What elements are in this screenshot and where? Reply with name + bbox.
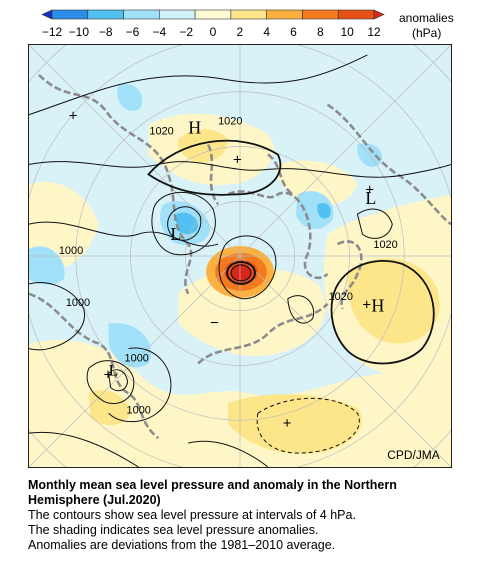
contour-label: 1020 [218,116,242,128]
plus-marker: + [69,108,78,125]
high-pressure-label: H [371,296,384,316]
plus-marker: + [233,151,242,168]
caption-title-line1: Monthly mean sea level pressure and anom… [28,478,397,492]
colorbar-tick-label: 0 [210,25,217,39]
caption-line2: The shading indicates sea level pressure… [28,523,319,537]
colorbar-tick-label: −6 [126,25,140,39]
low-pressure-label: L [170,224,181,244]
colorbar-tick-labels: −12 −10 −8 −6 −4 −2 0 2 4 6 8 10 12 [42,25,381,39]
plus-marker: + [362,297,371,314]
colorbar-tick-label: −10 [69,25,90,39]
colorbar-tick-label: 6 [290,25,297,39]
contour-label: 1020 [149,126,173,138]
colorbar-unit: (hPa) [412,26,441,40]
colorbar-tick-label: −12 [42,25,63,39]
colorbar-swatch [41,9,53,20]
colorbar-swatch [373,9,385,20]
caption-line1: The contours show sea level pressure at … [28,508,356,522]
anomaly-colorbar: −12 −10 −8 −6 −4 −2 0 2 4 6 8 10 12 anomalies (hPa) [41,9,454,40]
contour-label: 1020 [373,239,397,251]
colorbar-tick-label: −8 [99,25,113,39]
colorbar-tick-label: 12 [367,25,381,39]
colorbar-tick-label: 8 [317,25,324,39]
positive-anomaly-moderate [88,129,440,455]
figure-caption: Monthly mean sea level pressure and anom… [28,478,468,553]
low-pressure-label: L [365,188,376,208]
colorbar-swatch [194,9,232,20]
colorbar-swatch [123,9,160,20]
polar-stereographic-map: H H L L L + + + + + + − 1020 1020 1020 1… [28,44,452,468]
minus-marker: − [210,315,219,332]
plus-marker: + [365,181,374,198]
caption-title-line2: Hemisphere (Jul.2020) [28,493,161,507]
low-pressure-label: L [109,362,119,379]
colorbar-swatch [51,9,89,20]
contour-label: 1020 [329,291,353,303]
colorbar-tick-label: −2 [179,25,193,39]
contour-label: 1000 [127,404,151,416]
colorbar-tick-label: 10 [340,25,354,39]
colorbar-swatch [230,9,267,20]
contour-label: 1000 [125,353,149,365]
graticule [29,45,451,467]
credit-label: CPD/JMA [387,448,439,462]
contour-label: 1000 [59,245,83,257]
colorbar-tick-label: 2 [236,25,243,39]
coastlines [29,73,451,440]
colorbar-unit-label: anomalies [399,11,454,25]
plus-marker: + [283,415,292,432]
colorbar-tick-label: −4 [152,25,166,39]
colorbar-swatch [266,9,303,20]
isobars [29,54,451,467]
caption-line3: Anomalies are deviations from the 1981–2… [28,538,336,552]
colorbar-swatch [337,9,375,20]
contour-label: 1000 [66,297,90,309]
colorbar-swatch [87,9,124,20]
anomaly-core-outline [230,264,252,282]
colorbar-swatches [41,9,385,20]
colorbar-tick-label: 4 [263,25,270,39]
high-pressure-label: H [188,118,201,138]
plus-marker: + [104,366,113,383]
colorbar-swatch [302,9,339,20]
colorbar-swatch [159,9,196,20]
